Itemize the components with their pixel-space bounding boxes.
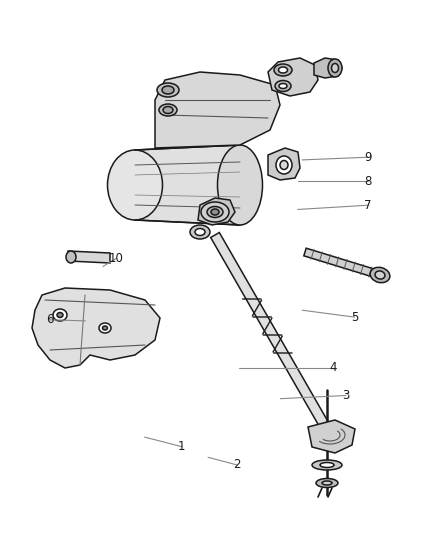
Polygon shape <box>308 420 355 453</box>
Text: 2: 2 <box>233 458 240 471</box>
Ellipse shape <box>195 229 205 236</box>
Ellipse shape <box>162 86 174 94</box>
Ellipse shape <box>190 225 210 239</box>
Text: 10: 10 <box>109 252 124 265</box>
Ellipse shape <box>102 326 107 330</box>
Text: 4: 4 <box>329 361 337 374</box>
Text: 5: 5 <box>351 311 358 324</box>
Ellipse shape <box>279 67 287 73</box>
Text: 6: 6 <box>46 313 54 326</box>
Polygon shape <box>135 145 240 225</box>
Ellipse shape <box>207 206 223 217</box>
Ellipse shape <box>312 460 342 470</box>
Ellipse shape <box>211 209 219 215</box>
Ellipse shape <box>280 160 288 169</box>
Ellipse shape <box>53 309 67 321</box>
Polygon shape <box>268 58 318 96</box>
Polygon shape <box>268 148 300 180</box>
Polygon shape <box>211 232 334 438</box>
Ellipse shape <box>316 479 338 488</box>
Ellipse shape <box>159 104 177 116</box>
Text: 9: 9 <box>364 151 372 164</box>
Polygon shape <box>314 58 342 78</box>
Ellipse shape <box>279 84 287 88</box>
Polygon shape <box>155 72 280 148</box>
Ellipse shape <box>375 271 385 279</box>
Text: 3: 3 <box>343 389 350 402</box>
Ellipse shape <box>328 59 342 77</box>
Ellipse shape <box>320 463 334 467</box>
Ellipse shape <box>275 80 291 92</box>
Polygon shape <box>32 288 160 368</box>
Ellipse shape <box>57 312 63 318</box>
Ellipse shape <box>276 156 292 174</box>
Polygon shape <box>68 251 110 263</box>
Ellipse shape <box>201 202 229 222</box>
Ellipse shape <box>99 323 111 333</box>
Ellipse shape <box>157 83 179 97</box>
Ellipse shape <box>274 64 292 76</box>
Ellipse shape <box>163 107 173 114</box>
Ellipse shape <box>322 481 332 485</box>
Ellipse shape <box>218 145 262 225</box>
Polygon shape <box>304 248 381 279</box>
Text: 7: 7 <box>364 199 372 212</box>
Ellipse shape <box>332 63 339 72</box>
Polygon shape <box>198 198 235 225</box>
Text: 1: 1 <box>178 440 186 453</box>
Ellipse shape <box>370 268 390 282</box>
Ellipse shape <box>66 251 76 263</box>
Text: 8: 8 <box>364 175 371 188</box>
Ellipse shape <box>107 150 162 220</box>
